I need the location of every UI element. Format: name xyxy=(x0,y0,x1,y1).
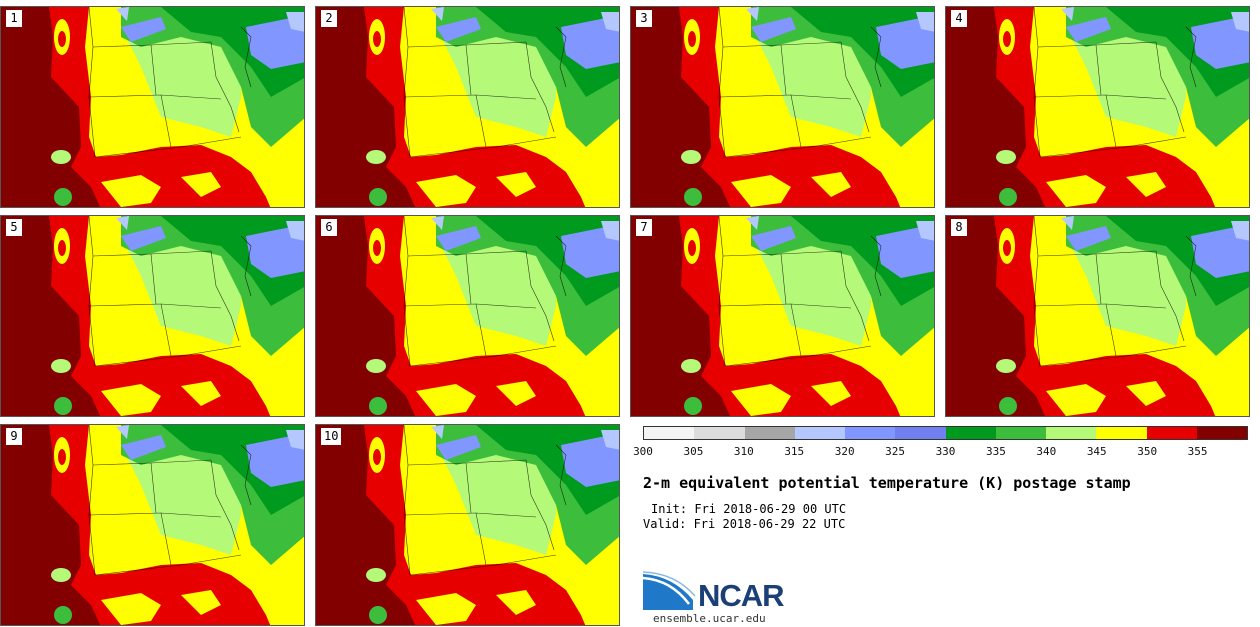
map-field xyxy=(1,216,304,416)
colorbar-swatch xyxy=(1046,427,1097,439)
map-field xyxy=(631,216,934,416)
map-field xyxy=(316,7,619,207)
ensemble-member-panel: 3 xyxy=(630,6,935,208)
ensemble-member-panel: 1 xyxy=(0,6,305,208)
colorbar-tick-label: 340 xyxy=(1036,445,1057,458)
colorbar-tick-label: 330 xyxy=(935,445,956,458)
map-field xyxy=(1,425,304,625)
colorbar-swatch xyxy=(644,427,695,439)
map-field xyxy=(1,7,304,207)
ncar-wordmark: NCAR xyxy=(698,578,785,613)
member-number-label: 2 xyxy=(321,10,337,27)
member-number-label: 7 xyxy=(636,219,652,236)
map-field xyxy=(316,216,619,416)
ensemble-member-panel: 7 xyxy=(630,215,935,417)
member-number-label: 10 xyxy=(321,428,342,445)
colorbar-tick-label: 355 xyxy=(1187,445,1208,458)
colorbar-swatch xyxy=(845,427,896,439)
map-field xyxy=(946,216,1249,416)
colorbar-tick-label: 310 xyxy=(733,445,754,458)
colorbar-swatch xyxy=(945,427,996,439)
member-number-label: 8 xyxy=(951,219,967,236)
colorbar-swatch xyxy=(794,427,845,439)
colorbar-swatch xyxy=(694,427,745,439)
ensemble-member-panel: 10 xyxy=(315,424,620,626)
colorbar-swatch xyxy=(1196,427,1247,439)
colorbar-ticks: 300 305 310 315 320 325 330 335 340 345 350 355 xyxy=(633,445,1248,459)
member-number-label: 9 xyxy=(6,428,22,445)
colorbar-tick-label: 325 xyxy=(885,445,906,458)
website-link[interactable]: ensemble.ucar.edu xyxy=(653,612,766,625)
map-field xyxy=(631,7,934,207)
init-time: Init: Fri 2018-06-29 00 UTC xyxy=(651,502,847,516)
ensemble-member-panel: 2 xyxy=(315,6,620,208)
plot-title: 2-m equivalent potential temperature (K)… xyxy=(643,474,1131,492)
ensemble-member-panel: 9 xyxy=(0,424,305,626)
colorbar-tick-label: 335 xyxy=(985,445,1006,458)
colorbar-tick-label: 345 xyxy=(1086,445,1107,458)
colorbar-swatch xyxy=(744,427,795,439)
colorbar-tick-label: 305 xyxy=(683,445,704,458)
member-number-label: 1 xyxy=(6,10,22,27)
ensemble-member-panel: 4 xyxy=(945,6,1250,208)
map-field xyxy=(316,425,619,625)
colorbar-tick-label: 350 xyxy=(1137,445,1158,458)
colorbar xyxy=(643,426,1248,440)
ensemble-member-panel: 6 xyxy=(315,215,620,417)
ensemble-member-panel: 8 xyxy=(945,215,1250,417)
colorbar-tick-label: 320 xyxy=(834,445,855,458)
colorbar-swatch xyxy=(995,427,1046,439)
valid-time: Valid: Fri 2018-06-29 22 UTC xyxy=(643,517,846,531)
colorbar-tick-label: 300 xyxy=(633,445,653,458)
ensemble-member-panel: 5 xyxy=(0,215,305,417)
member-number-label: 3 xyxy=(636,10,652,27)
colorbar-swatch xyxy=(1096,427,1147,439)
member-number-label: 5 xyxy=(6,219,22,236)
colorbar-tick-label: 315 xyxy=(784,445,805,458)
ncar-logo-icon xyxy=(643,571,696,610)
colorbar-swatch xyxy=(1146,427,1197,439)
member-number-label: 4 xyxy=(951,10,967,27)
map-field xyxy=(946,7,1249,207)
colorbar-swatch xyxy=(895,427,946,439)
member-number-label: 6 xyxy=(321,219,337,236)
